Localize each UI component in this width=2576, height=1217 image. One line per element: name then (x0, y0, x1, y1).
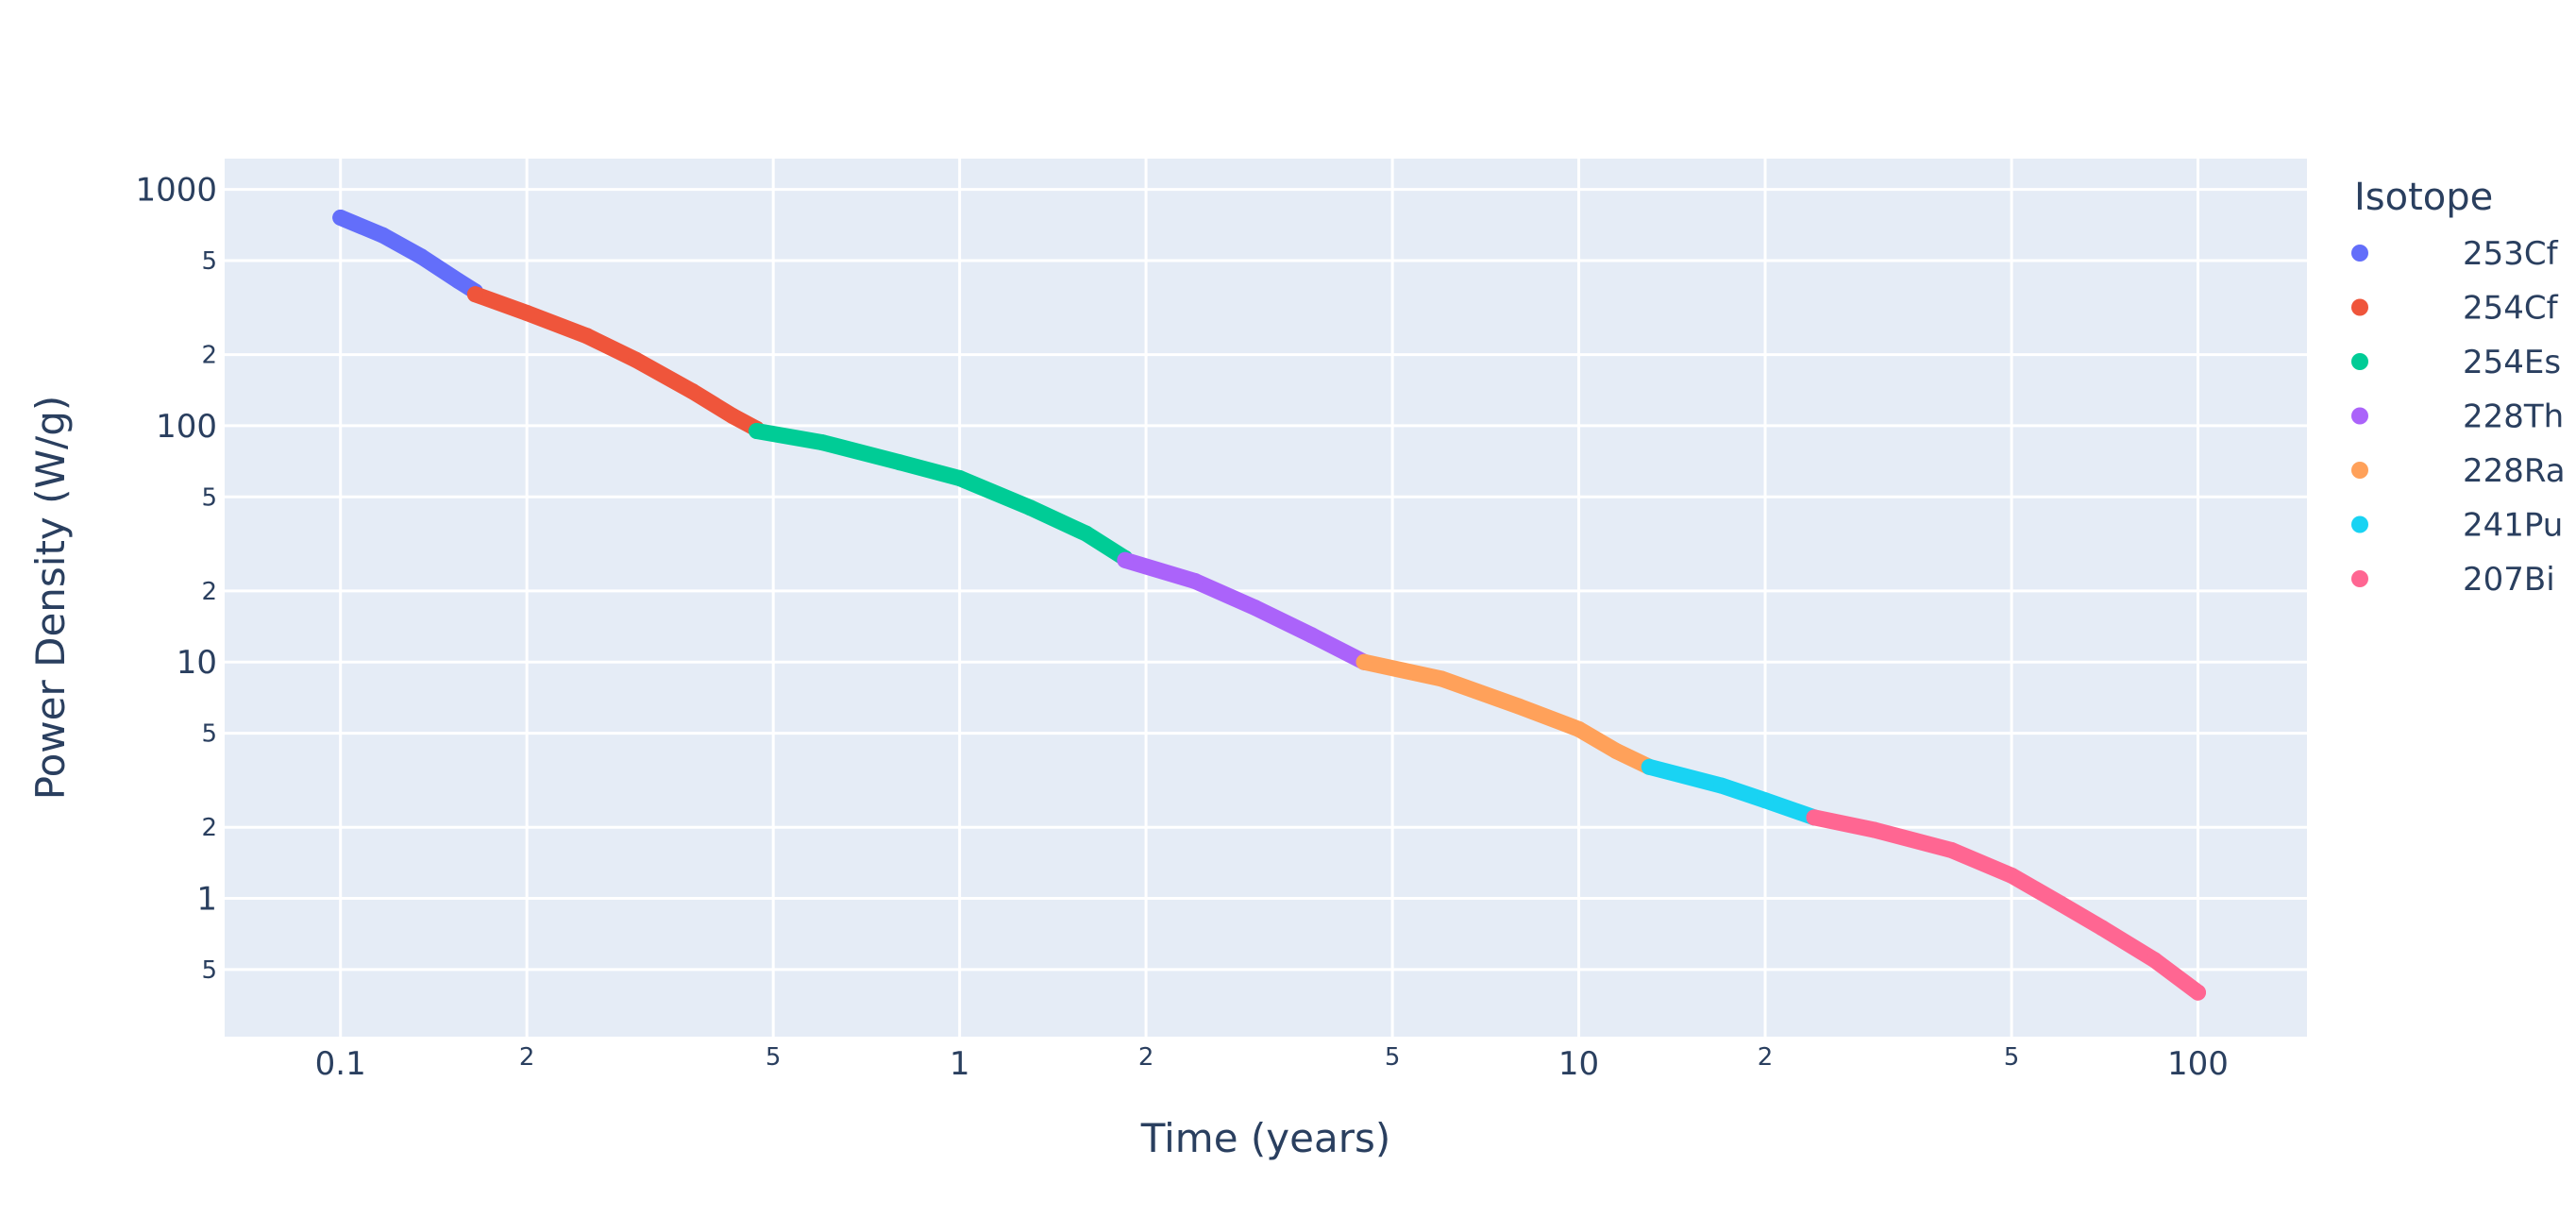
legend-marker-241pu (2351, 516, 2368, 533)
data-point-254cf (518, 305, 535, 322)
x-minor-tick-label: 5 (1385, 1043, 1401, 1072)
data-point-207bi (2052, 895, 2069, 912)
data-point-254cf (724, 408, 741, 425)
legend-label-254cf: 254Cf (2463, 290, 2559, 328)
data-point-254es (951, 469, 968, 486)
y-minor-tick-label: 5 (201, 247, 217, 276)
y-minor-tick-label: 5 (201, 720, 217, 749)
y-minor-tick-label: 5 (201, 483, 217, 512)
y-axis-title: Power Density (W/g) (27, 396, 74, 800)
x-axis-ticks: 0.1 1 10 100 2 5 2 5 2 5 (315, 1043, 2229, 1083)
legend-label-228ra: 228Ra (2463, 452, 2566, 490)
data-point-228th (1247, 600, 1264, 617)
data-point-254es (891, 454, 908, 471)
gridlines (225, 159, 2307, 1037)
series-line-241pu (1641, 758, 1823, 826)
legend-label-241pu: 241Pu (2463, 507, 2563, 545)
x-minor-tick-label: 5 (766, 1043, 782, 1072)
data-point-254es (749, 423, 766, 440)
data-point-228th (1187, 573, 1204, 590)
x-tick-label: 10 (1558, 1045, 1599, 1083)
legend-marker-228ra (2351, 462, 2368, 479)
x-axis-title: Time (years) (1140, 1115, 1391, 1161)
data-point-228th (1303, 627, 1320, 644)
data-point-254es (814, 434, 831, 451)
y-tick-label: 10 (177, 644, 217, 682)
legend-marker-254es (2351, 353, 2368, 370)
data-point-207bi (2146, 952, 2163, 969)
x-minor-tick-label: 2 (1758, 1043, 1774, 1072)
data-point-254cf (683, 382, 700, 399)
legend-label-228th: 228Th (2463, 398, 2564, 436)
x-minor-tick-label: 2 (1138, 1043, 1154, 1072)
legend-marker-253cf (2351, 245, 2368, 262)
data-point-254cf (579, 328, 596, 345)
data-point-241pu (1713, 777, 1730, 794)
legend[interactable]: Isotope 253Cf 254Cf 254Es 228Th 228Ra 241Pu 20… (2351, 176, 2566, 599)
data-point-253cf (332, 209, 349, 226)
data-point-228ra (1608, 743, 1625, 760)
legend-label-253cf: 253Cf (2463, 235, 2559, 273)
x-tick-label: 1 (950, 1045, 970, 1083)
y-tick-label: 1000 (135, 172, 217, 210)
x-tick-label: 0.1 (315, 1045, 366, 1083)
legend-marker-207bi (2351, 570, 2368, 587)
x-tick-label: 100 (2167, 1045, 2229, 1083)
legend-marker-254cf (2351, 298, 2368, 316)
data-point-253cf (412, 248, 429, 265)
y-minor-tick-label: 2 (201, 814, 217, 842)
data-point-207bi (2094, 920, 2111, 937)
data-point-228ra (1510, 698, 1527, 715)
plot-background (225, 159, 2307, 1037)
data-point-207bi (1806, 809, 1823, 826)
x-minor-tick-label: 2 (519, 1043, 535, 1072)
y-axis-ticks: 1 10 100 1000 5 2 5 2 5 2 5 (135, 172, 217, 985)
y-minor-tick-label: 5 (201, 956, 217, 985)
data-point-207bi (2003, 867, 2020, 884)
data-point-228ra (1355, 653, 1372, 670)
data-point-254cf (628, 351, 645, 368)
data-series (332, 209, 2206, 1001)
data-point-253cf (374, 227, 391, 244)
data-point-207bi (1866, 821, 1883, 838)
data-point-254es (1078, 525, 1095, 542)
y-tick-label: 1 (196, 881, 217, 919)
data-point-207bi (1943, 841, 1960, 858)
series-line-207bi (1806, 809, 2206, 1001)
y-tick-label: 100 (156, 408, 217, 446)
data-point-241pu (1757, 792, 1774, 809)
data-point-228ra (1571, 720, 1588, 737)
legend-title: Isotope (2354, 176, 2493, 219)
legend-label-254es: 254Es (2463, 344, 2561, 381)
data-point-228ra (1433, 670, 1450, 687)
data-point-228th (1117, 551, 1134, 568)
data-point-254es (1021, 499, 1038, 516)
y-minor-tick-label: 2 (201, 578, 217, 606)
data-point-241pu (1641, 758, 1658, 775)
x-minor-tick-label: 5 (2004, 1043, 2020, 1072)
legend-label-207bi: 207Bi (2463, 561, 2555, 599)
data-point-253cf (450, 273, 467, 290)
y-minor-tick-label: 2 (201, 342, 217, 370)
data-point-207bi (2189, 984, 2206, 1001)
legend-marker-228th (2351, 407, 2368, 425)
data-point-254cf (466, 286, 483, 303)
